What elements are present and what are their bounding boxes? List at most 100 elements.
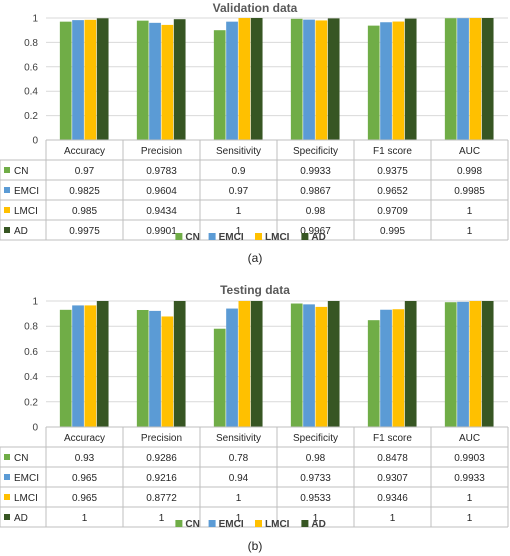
data-label: 0.9867	[300, 186, 331, 197]
bar-cn	[367, 25, 380, 140]
bar-emci	[380, 22, 392, 141]
data-label: 0.9307	[377, 473, 408, 484]
legend-swatch-lmci	[255, 233, 262, 240]
data-label: 1	[467, 493, 473, 504]
y-tick-label: 0.6	[24, 62, 38, 73]
bar-ad	[250, 301, 263, 427]
bar-lmci	[84, 305, 97, 427]
series-key-cn	[4, 454, 10, 460]
series-label: CN	[14, 453, 28, 464]
series-label: EMCI	[14, 186, 39, 197]
category-label: Specificity	[293, 433, 338, 444]
data-label: 0.9933	[454, 473, 485, 484]
legend-swatch-emci	[208, 233, 216, 240]
data-label: 0.9783	[146, 166, 177, 177]
legend-swatch-ad	[301, 520, 309, 527]
data-label: 0.9434	[146, 206, 177, 217]
data-label: 0.998	[457, 166, 482, 177]
data-label: 1	[236, 493, 242, 504]
bar-ad	[404, 18, 417, 140]
y-tick-label: 1	[32, 297, 38, 308]
data-label: 0.9901	[146, 226, 177, 237]
data-label: 1	[82, 513, 88, 524]
legend-entry: EMCI	[219, 232, 244, 243]
bar-cn	[213, 328, 226, 427]
bar-cn	[59, 21, 72, 140]
legend-entry: EMCI	[219, 519, 244, 530]
bar-emci	[149, 310, 161, 427]
data-label: 0.93	[75, 453, 95, 464]
data-label: 0.9604	[146, 186, 177, 197]
bar-cn	[59, 309, 72, 427]
bar-emci	[72, 305, 84, 427]
bar-lmci	[315, 20, 328, 140]
y-tick-label: 0.8	[24, 38, 38, 49]
bar-emci	[149, 22, 161, 140]
y-tick-label: 0.2	[24, 111, 38, 122]
bar-ad	[173, 19, 186, 140]
data-label: 0.98	[306, 206, 326, 217]
bar-cn	[213, 30, 226, 141]
data-label: 0.965	[72, 493, 97, 504]
bar-ad	[404, 301, 417, 427]
category-label: Precision	[141, 433, 182, 444]
bar-lmci	[469, 301, 482, 427]
bar-lmci	[392, 309, 405, 427]
y-tick-label: 0	[32, 423, 38, 434]
bar-lmci	[315, 306, 328, 427]
figure-caption: (b)	[248, 539, 263, 553]
legend-swatch-cn	[175, 520, 183, 527]
data-label: 1	[390, 513, 396, 524]
data-label: 1	[313, 513, 319, 524]
series-label: CN	[14, 166, 28, 177]
series-key-lmci	[4, 494, 10, 500]
data-label: 0.9346	[377, 493, 408, 504]
bar-lmci	[392, 21, 405, 140]
data-label: 0.9733	[300, 473, 331, 484]
chart-testing: Testing data 0 0.2 0.4 0.6 0.8 1 Accuracy Precis…	[0, 283, 509, 553]
series-key-ad	[4, 514, 10, 520]
bar-cn	[136, 20, 149, 140]
y-tick-label: 0.8	[24, 322, 38, 333]
category-label: Accuracy	[64, 146, 105, 157]
data-label: 0.9967	[300, 226, 331, 237]
chart-validation: Validation data 0 0.2 0.4 0.6 0.8 1 Accuracy Pre…	[0, 1, 509, 265]
category-label: AUC	[459, 146, 480, 157]
data-label: 1	[467, 226, 473, 237]
bar-lmci	[238, 301, 251, 427]
legend-swatch-ad	[301, 233, 309, 240]
data-label: 0.97	[75, 166, 95, 177]
data-label: 0.9903	[454, 453, 485, 464]
legend-entry: AD	[311, 232, 325, 243]
category-label: F1 score	[373, 433, 412, 444]
data-label: 1	[236, 206, 242, 217]
data-label: 0.9933	[300, 166, 331, 177]
legend-swatch-cn	[175, 233, 183, 240]
data-label: 1	[236, 226, 242, 237]
category-label: F1 score	[373, 146, 412, 157]
bar-lmci	[161, 24, 174, 141]
data-label: 0.9286	[146, 453, 177, 464]
series-key-lmci	[4, 207, 10, 213]
category-label: Precision	[141, 146, 182, 157]
data-label: 0.995	[380, 226, 405, 237]
legend-entry: LMCI	[265, 232, 290, 243]
category-label: Sensitivity	[216, 146, 261, 157]
data-label: 0.985	[72, 206, 97, 217]
data-label: 0.9652	[377, 186, 408, 197]
bar-ad	[327, 301, 340, 427]
bar-lmci	[161, 316, 174, 427]
bar-ad	[481, 18, 494, 140]
legend-entry: LMCI	[265, 519, 290, 530]
bar-cn	[444, 302, 457, 427]
data-label: 0.9533	[300, 493, 331, 504]
series-key-cn	[4, 167, 10, 173]
bar-emci	[226, 308, 238, 427]
series-key-emci	[4, 474, 10, 480]
legend-swatch-emci	[208, 520, 216, 527]
bar-cn	[290, 303, 303, 427]
bar-ad	[481, 301, 494, 427]
data-label: 0.9825	[69, 186, 100, 197]
data-label: 0.9709	[377, 206, 408, 217]
